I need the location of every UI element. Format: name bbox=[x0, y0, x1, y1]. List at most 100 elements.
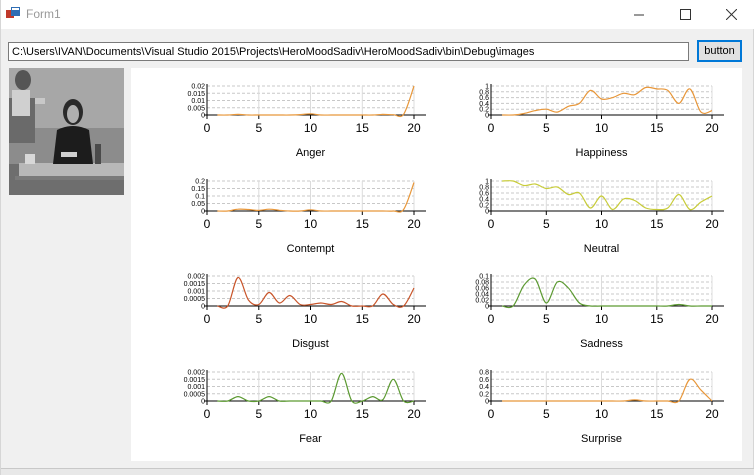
close-button[interactable] bbox=[708, 0, 754, 29]
y-tick-label: 0.02 bbox=[191, 84, 205, 91]
app-icon bbox=[6, 7, 20, 18]
x-tick-label: 15 bbox=[356, 121, 370, 135]
y-tick-label: 0.2 bbox=[479, 391, 489, 398]
x-tick-label: 10 bbox=[304, 407, 318, 421]
y-tick-label: 0.0005 bbox=[184, 296, 206, 303]
y-tick-label: 0.02 bbox=[475, 298, 489, 305]
series-line bbox=[501, 277, 712, 309]
y-tick-label: 0 bbox=[485, 304, 489, 311]
video-frame-image bbox=[9, 68, 124, 195]
x-tick-label: 0 bbox=[488, 407, 495, 421]
y-tick-label: 0 bbox=[485, 399, 489, 406]
y-tick-label: 0.001 bbox=[187, 384, 205, 391]
series-line bbox=[217, 182, 415, 213]
y-tick-label: 0.8 bbox=[479, 89, 489, 96]
y-tick-label: 0.6 bbox=[479, 377, 489, 384]
chart-title: Neutral bbox=[584, 243, 619, 255]
y-tick-label: 0.05 bbox=[191, 201, 205, 208]
chart-title: Happiness bbox=[576, 147, 628, 159]
maximize-button[interactable] bbox=[662, 0, 708, 29]
x-tick-label: 15 bbox=[356, 217, 370, 231]
x-tick-label: 15 bbox=[650, 407, 664, 421]
title-bar[interactable]: Form1 bbox=[1, 0, 754, 29]
y-tick-label: 0.08 bbox=[475, 280, 489, 287]
y-tick-label: 0.015 bbox=[187, 91, 205, 98]
chart-title: Contempt bbox=[287, 243, 335, 255]
y-tick-label: 0 bbox=[201, 304, 205, 311]
y-tick-label: 0.06 bbox=[475, 286, 489, 293]
x-tick-label: 20 bbox=[407, 121, 421, 135]
y-tick-label: 0.002 bbox=[187, 370, 205, 377]
x-tick-label: 0 bbox=[488, 217, 495, 231]
y-tick-label: 0.8 bbox=[479, 185, 489, 192]
x-tick-label: 10 bbox=[304, 121, 318, 135]
series-line bbox=[502, 86, 713, 116]
x-tick-label: 20 bbox=[705, 312, 719, 326]
chart-title: Sadness bbox=[580, 338, 623, 350]
y-tick-label: 1 bbox=[485, 179, 489, 186]
series-line bbox=[217, 372, 415, 404]
chart-title: Disgust bbox=[292, 338, 329, 350]
chart-title: Surprise bbox=[581, 433, 622, 445]
y-tick-label: 0.15 bbox=[191, 186, 205, 193]
y-tick-label: 0.4 bbox=[479, 101, 489, 108]
x-tick-label: 20 bbox=[407, 407, 421, 421]
x-tick-label: 15 bbox=[356, 312, 370, 326]
minimize-button[interactable] bbox=[616, 0, 662, 29]
y-tick-label: 0.2 bbox=[479, 203, 489, 210]
x-tick-label: 0 bbox=[488, 121, 495, 135]
y-tick-label: 0.002 bbox=[187, 274, 205, 281]
y-tick-label: 0.1 bbox=[479, 274, 489, 281]
x-tick-label: 0 bbox=[204, 121, 211, 135]
x-tick-label: 5 bbox=[543, 312, 550, 326]
y-tick-label: 0 bbox=[201, 209, 205, 216]
series-line bbox=[502, 378, 713, 404]
x-tick-label: 15 bbox=[650, 312, 664, 326]
x-tick-label: 5 bbox=[255, 312, 262, 326]
x-tick-label: 5 bbox=[255, 121, 262, 135]
chart-title: Fear bbox=[299, 433, 322, 445]
y-tick-label: 0 bbox=[485, 209, 489, 216]
x-tick-label: 10 bbox=[304, 312, 318, 326]
y-tick-label: 0.6 bbox=[479, 95, 489, 102]
x-tick-label: 0 bbox=[204, 312, 211, 326]
emotion-charts-panel: 0.02 0.015 0.01 0.005 0 0 5 10 15 20 Anger 1 0.8 0.6 0… bbox=[131, 68, 742, 461]
bottom-strip bbox=[1, 468, 754, 475]
y-tick-label: 0.8 bbox=[479, 370, 489, 377]
image-path-input[interactable] bbox=[8, 42, 689, 61]
x-tick-label: 0 bbox=[204, 407, 211, 421]
x-tick-label: 10 bbox=[595, 217, 609, 231]
y-tick-label: 0.0005 bbox=[184, 391, 206, 398]
y-tick-label: 0 bbox=[485, 113, 489, 120]
x-tick-label: 20 bbox=[705, 217, 719, 231]
y-tick-label: 0 bbox=[201, 399, 205, 406]
x-tick-label: 5 bbox=[255, 407, 262, 421]
minimize-icon bbox=[633, 14, 644, 16]
y-tick-label: 0.04 bbox=[475, 292, 489, 299]
x-tick-label: 5 bbox=[543, 407, 550, 421]
x-tick-label: 20 bbox=[407, 312, 421, 326]
x-tick-label: 0 bbox=[488, 312, 495, 326]
x-tick-label: 20 bbox=[705, 407, 719, 421]
x-tick-label: 10 bbox=[595, 407, 609, 421]
y-tick-label: 0.0015 bbox=[184, 377, 206, 384]
series-line bbox=[217, 85, 415, 118]
action-button[interactable]: button bbox=[697, 40, 742, 62]
maximize-icon bbox=[679, 9, 691, 20]
x-tick-label: 20 bbox=[407, 217, 421, 231]
window-title: Form1 bbox=[26, 7, 61, 21]
y-tick-label: 0.01 bbox=[191, 98, 205, 105]
y-tick-label: 0.2 bbox=[479, 107, 489, 114]
y-tick-label: 0.4 bbox=[479, 384, 489, 391]
x-tick-label: 5 bbox=[543, 217, 550, 231]
x-tick-label: 5 bbox=[255, 217, 262, 231]
chart-title: Anger bbox=[296, 147, 326, 159]
y-tick-label: 0.001 bbox=[187, 289, 205, 296]
